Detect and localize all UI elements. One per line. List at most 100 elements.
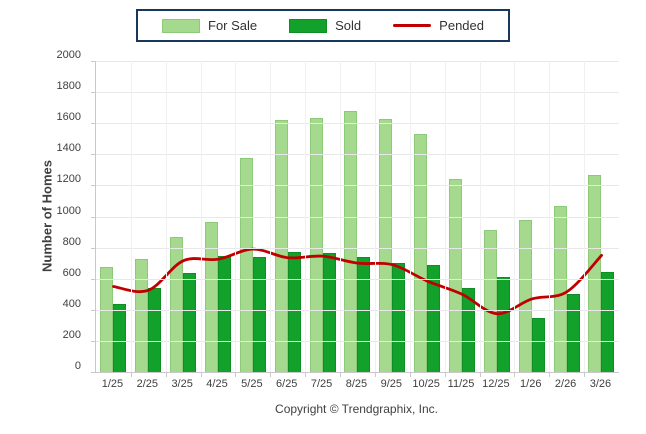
y-tick-mark-200 bbox=[91, 340, 96, 342]
legend-label-pended: Pended bbox=[439, 18, 484, 33]
legend-item-pended: Pended bbox=[393, 18, 484, 33]
y-tick-mark-1000 bbox=[91, 216, 96, 218]
gridline-1600 bbox=[96, 123, 619, 125]
gridline-600 bbox=[96, 278, 619, 280]
x-label-7/25: 7/25 bbox=[310, 378, 333, 390]
bar-for-sale-8/25 bbox=[344, 110, 358, 372]
y-tick-mark-0 bbox=[91, 372, 96, 373]
gridline-1800 bbox=[96, 92, 619, 94]
vertical-gridline bbox=[235, 61, 237, 372]
y-axis-tick-labels: 0 200 400 600 800 1000 1200 1400 1600 1800 2000 bbox=[0, 49, 88, 372]
x-tick-mark bbox=[270, 373, 272, 377]
bar-sold-10/25 bbox=[427, 265, 441, 372]
x-tick-mark bbox=[479, 373, 481, 377]
x-tick-mark bbox=[165, 373, 167, 377]
bar-sold-11/25 bbox=[462, 288, 476, 372]
y-tick-mark-600 bbox=[91, 278, 96, 280]
x-tick-mark bbox=[444, 373, 446, 377]
y-tick-mark-1600 bbox=[91, 123, 96, 125]
vertical-gridline bbox=[514, 61, 516, 372]
x-label-4/25: 4/25 bbox=[206, 378, 228, 390]
x-tick-mark bbox=[374, 373, 376, 377]
legend-item-for-sale: For Sale bbox=[162, 18, 257, 33]
x-tick-mark bbox=[514, 373, 516, 377]
x-label-2/25: 2/25 bbox=[136, 378, 158, 390]
y-tick-label-400: 400 bbox=[62, 297, 81, 310]
y-tick-label-1400: 1400 bbox=[56, 142, 81, 155]
x-label-1/25: 1/25 bbox=[101, 378, 124, 390]
x-tick-mark bbox=[549, 373, 551, 377]
pended-line-swatch-icon bbox=[393, 24, 432, 27]
x-tick-mark bbox=[130, 373, 132, 377]
bar-for-sale-9/25 bbox=[379, 118, 393, 372]
bar-for-sale-11/25 bbox=[449, 179, 463, 372]
bar-sold-3/25 bbox=[183, 273, 197, 372]
for-sale-swatch-icon bbox=[162, 18, 200, 33]
x-label-5/25: 5/25 bbox=[241, 378, 263, 390]
bar-sold-5/25 bbox=[252, 256, 266, 372]
legend-label-sold: Sold bbox=[335, 18, 362, 33]
bar-sold-3/26 bbox=[601, 271, 615, 372]
gridline-200 bbox=[96, 340, 619, 342]
y-tick-label-200: 200 bbox=[62, 328, 81, 341]
bar-for-sale-2/26 bbox=[553, 205, 567, 372]
x-label-3/26: 3/26 bbox=[589, 378, 612, 390]
y-tick-mark-400 bbox=[91, 309, 96, 311]
vertical-gridline bbox=[479, 61, 481, 372]
x-tick-mark bbox=[305, 373, 307, 377]
legend-item-sold: Sold bbox=[289, 18, 361, 33]
x-label-10/25: 10/25 bbox=[412, 378, 440, 390]
vertical-gridline bbox=[130, 61, 132, 372]
x-label-11/25: 11/25 bbox=[447, 378, 475, 390]
x-label-2/26: 2/26 bbox=[554, 378, 577, 390]
bar-sold-12/25 bbox=[496, 277, 510, 372]
y-tick-label-2000: 2000 bbox=[56, 49, 81, 61]
x-label-8/25: 8/25 bbox=[345, 378, 368, 390]
x-label-3/25: 3/25 bbox=[171, 378, 193, 390]
bar-for-sale-1/25 bbox=[100, 267, 114, 372]
y-tick-mark-800 bbox=[91, 247, 96, 249]
y-tick-mark-1800 bbox=[91, 92, 96, 94]
x-label-6/25: 6/25 bbox=[276, 378, 298, 390]
gridline-2000 bbox=[96, 61, 619, 62]
bar-for-sale-3/26 bbox=[588, 174, 602, 372]
bar-for-sale-3/25 bbox=[170, 236, 184, 372]
x-label-12/25: 12/25 bbox=[482, 378, 510, 390]
x-label-9/25: 9/25 bbox=[380, 378, 403, 390]
bar-for-sale-10/25 bbox=[414, 134, 428, 372]
x-tick-mark bbox=[409, 373, 411, 377]
bar-for-sale-12/25 bbox=[483, 229, 497, 372]
bar-for-sale-7/25 bbox=[309, 117, 323, 372]
x-tick-mark bbox=[584, 373, 586, 377]
legend: For Sale Sold Pended bbox=[136, 9, 510, 42]
gridline-400 bbox=[96, 309, 619, 311]
bar-sold-8/25 bbox=[357, 256, 371, 372]
bar-sold-1/26 bbox=[531, 318, 545, 372]
y-tick-label-1000: 1000 bbox=[56, 204, 81, 217]
bar-group-1/25 bbox=[96, 61, 131, 372]
y-tick-label-800: 800 bbox=[62, 235, 81, 248]
bar-for-sale-6/25 bbox=[274, 120, 288, 372]
bar-sold-4/25 bbox=[218, 256, 231, 372]
legend-label-for-sale: For Sale bbox=[208, 18, 258, 33]
bar-sold-2/25 bbox=[148, 288, 162, 372]
vertical-gridline bbox=[270, 61, 272, 372]
y-tick-mark-2000 bbox=[91, 61, 96, 62]
y-tick-mark-1200 bbox=[91, 185, 96, 187]
bar-sold-2/26 bbox=[566, 294, 580, 372]
plot-area bbox=[91, 61, 619, 377]
vertical-gridline bbox=[305, 61, 307, 372]
bar-sold-6/25 bbox=[287, 251, 301, 372]
x-tick-mark bbox=[340, 373, 342, 377]
copyright-text: Copyright © Trendgraphix, Inc. bbox=[275, 402, 438, 416]
y-tick-label-1800: 1800 bbox=[56, 80, 81, 93]
y-tick-mark-1400 bbox=[91, 154, 96, 156]
vertical-gridline bbox=[444, 61, 446, 372]
y-tick-label-1600: 1600 bbox=[56, 111, 81, 124]
gridline-1200 bbox=[96, 185, 619, 187]
gridline-1000 bbox=[96, 216, 619, 218]
x-tick-mark bbox=[200, 373, 202, 377]
vertical-gridline bbox=[374, 61, 376, 372]
y-tick-label-600: 600 bbox=[62, 266, 81, 279]
